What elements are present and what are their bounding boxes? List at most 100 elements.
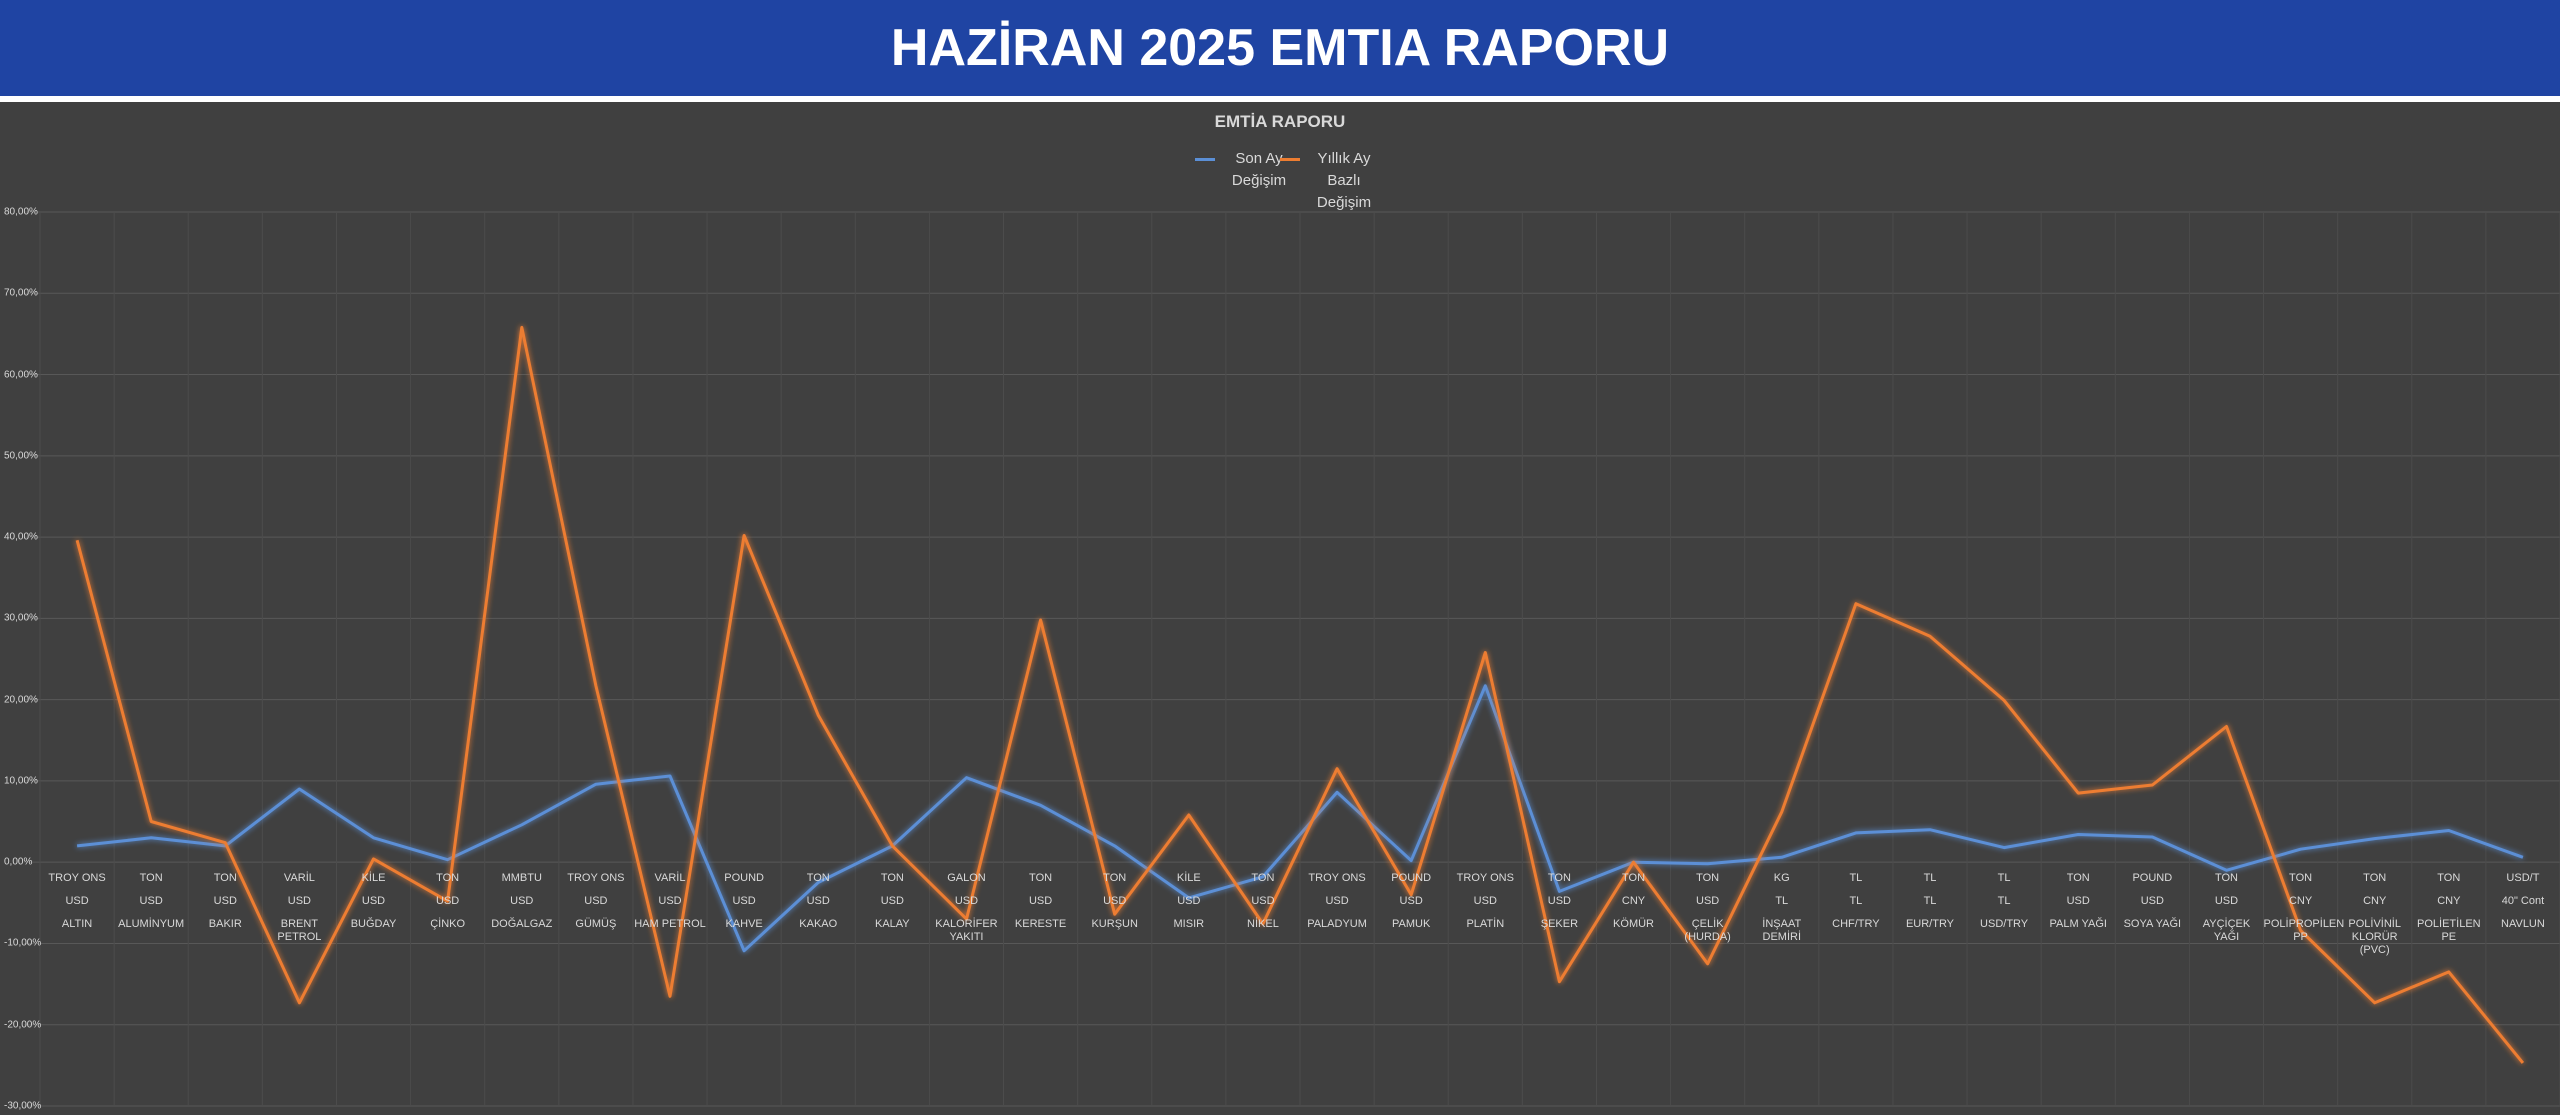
legend-label: Son Ay Değişim [1231, 150, 1287, 189]
x-tick-unit: USD [65, 895, 89, 907]
x-tick-unit: USD [658, 895, 682, 907]
x-tick-label: ŞEKER [1540, 918, 1579, 930]
x-tick-unit: USD [510, 895, 534, 907]
x-tick-label: ÇELİK (HURDA) [1684, 918, 1731, 943]
x-tick-unit: TON [1029, 872, 1053, 884]
x-tick-unit: CNY [1621, 895, 1646, 907]
x-tick-unit: GALON [947, 872, 986, 884]
x-tick-label: HAM PETROL [634, 918, 706, 930]
x-tick-unit: USD [1473, 895, 1497, 907]
x-tick-unit: USD [213, 895, 237, 907]
y-tick-label: 10,00% [4, 775, 38, 787]
x-tick-unit: TL [1849, 872, 1863, 884]
x-tick-label: EUR/TRY [1905, 918, 1955, 930]
x-tick-unit: USD [287, 895, 312, 907]
x-tick-unit: TON [880, 872, 904, 884]
y-tick-label: 30,00% [4, 612, 38, 624]
x-tick-unit: USD [732, 895, 756, 907]
chart: EMTİA RAPORU -30,00% -20,00% -10,00% 0,00% 1… [0, 102, 2560, 1115]
x-tick-unit: USD [436, 895, 460, 907]
legend-item: Son Ay Değişim [1195, 148, 1299, 192]
header-title: HAZİRAN 2025 EMTIA RAPORU [0, 0, 2560, 102]
x-tick-unit: TON [2437, 872, 2461, 884]
x-tick-label: POLİPROPİLEN PP [2263, 918, 2345, 943]
x-tick-label: BAKIR [208, 918, 242, 930]
x-tick-unit: POUND [2132, 872, 2173, 884]
x-tick-unit: TON [2363, 872, 2387, 884]
x-tick-label: KALAY [875, 918, 910, 930]
y-tick-label: -20,00% [4, 1019, 42, 1031]
x-tick-label: USD/TRY [1980, 918, 2029, 930]
x-tick-unit: 40" Cont [2501, 895, 2545, 907]
x-tick-unit: TL [1997, 895, 2011, 907]
x-tick-unit: TON [1696, 872, 1720, 884]
legend-swatch [1280, 158, 1300, 161]
y-tick-label: -10,00% [4, 937, 42, 949]
x-tick-label: ALUMİNYUM [118, 918, 185, 930]
x-tick-label: PALADYUM [1307, 918, 1367, 930]
x-tick-label: KALORİFER YAKITI [935, 918, 998, 943]
x-tick-unit: CNY [2363, 895, 2387, 907]
x-tick-label: POLİVİNİL KLORÜR (PVC) [2348, 918, 2401, 956]
x-tick-label: KAHVE [725, 918, 763, 930]
x-tick-label: BUĞDAY [350, 918, 397, 930]
x-tick-unit: USD/T [2506, 872, 2540, 884]
x-tick-unit: VARİL [283, 872, 315, 884]
x-tick-label: GÜMÜŞ [575, 918, 617, 930]
x-tick-unit: USD [2214, 895, 2239, 907]
x-tick-unit: USD [954, 895, 979, 907]
x-tick-label: PAMUK [1392, 918, 1431, 930]
x-tick-unit: CNY [2437, 895, 2461, 907]
x-tick-unit: KİLE [1176, 872, 1201, 884]
x-tick-unit: POUND [724, 872, 764, 884]
x-tick-label: İNŞAAT DEMİRİ [1762, 918, 1802, 943]
y-tick-label: -30,00% [4, 1100, 42, 1112]
y-tick-label: 60,00% [4, 369, 38, 381]
x-tick-unit: USD [584, 895, 608, 907]
series-line [75, 325, 2525, 1064]
chart-title: EMTİA RAPORU [1214, 112, 1346, 131]
x-tick-unit: USD [1103, 895, 1127, 907]
x-tick-unit: USD [361, 895, 386, 907]
plot-area [24, 211, 2560, 1107]
x-tick-unit: TON [2214, 872, 2238, 884]
series-line [76, 684, 2524, 953]
x-tick-label: KÖMÜR [1613, 918, 1654, 930]
y-tick-label: 70,00% [4, 287, 38, 299]
x-tick-unit: VARİL [654, 872, 686, 884]
x-tick-unit: USD [1325, 895, 1349, 907]
x-tick-unit: USD [880, 895, 904, 907]
x-tick-unit: USD [2066, 895, 2090, 907]
x-tick-unit: TL [1997, 872, 2011, 884]
x-tick-label: AYÇİÇEK YAĞI [2202, 918, 2251, 943]
x-tick-unit: USD [1696, 895, 1720, 907]
y-tick-label: 80,00% [4, 206, 38, 218]
legend-label: Yıllık Ay Bazlı Değişim [1316, 150, 1372, 211]
x-tick-label: ALTIN [61, 918, 93, 930]
x-tick-unit: TON [1547, 872, 1571, 884]
x-tick-unit: TON [1622, 872, 1646, 884]
x-tick-unit: TL [1923, 872, 1937, 884]
x-tick-label: BRENT PETROL [277, 918, 322, 943]
x-tick-unit: CNY [2288, 895, 2313, 907]
x-tick-unit: USD [1251, 895, 1275, 907]
x-tick-label: NİKEL [1247, 918, 1279, 930]
y-tick-label: 40,00% [4, 531, 38, 543]
x-tick-unit: KG [1773, 872, 1790, 884]
x-tick-unit: TON [2066, 872, 2090, 884]
x-tick-unit: TON [1103, 872, 1127, 884]
x-tick-label: MISIR [1173, 918, 1205, 930]
x-tick-label: KAKAO [799, 918, 838, 930]
y-tick-label: 0,00% [4, 856, 33, 868]
x-tick-unit: POUND [1391, 872, 1432, 884]
y-tick-label: 50,00% [4, 450, 38, 462]
x-tick-unit: USD [1177, 895, 1201, 907]
x-tick-unit: USD [1399, 895, 1423, 907]
x-tick-label: CHF/TRY [1832, 918, 1880, 930]
x-tick-unit: TL [1775, 895, 1789, 907]
x-tick-unit: USD [1028, 895, 1053, 907]
x-tick-label: SOYA YAĞI [2123, 918, 2182, 930]
x-tick-unit: TL [1849, 895, 1863, 907]
y-tick-label: 20,00% [4, 694, 38, 706]
